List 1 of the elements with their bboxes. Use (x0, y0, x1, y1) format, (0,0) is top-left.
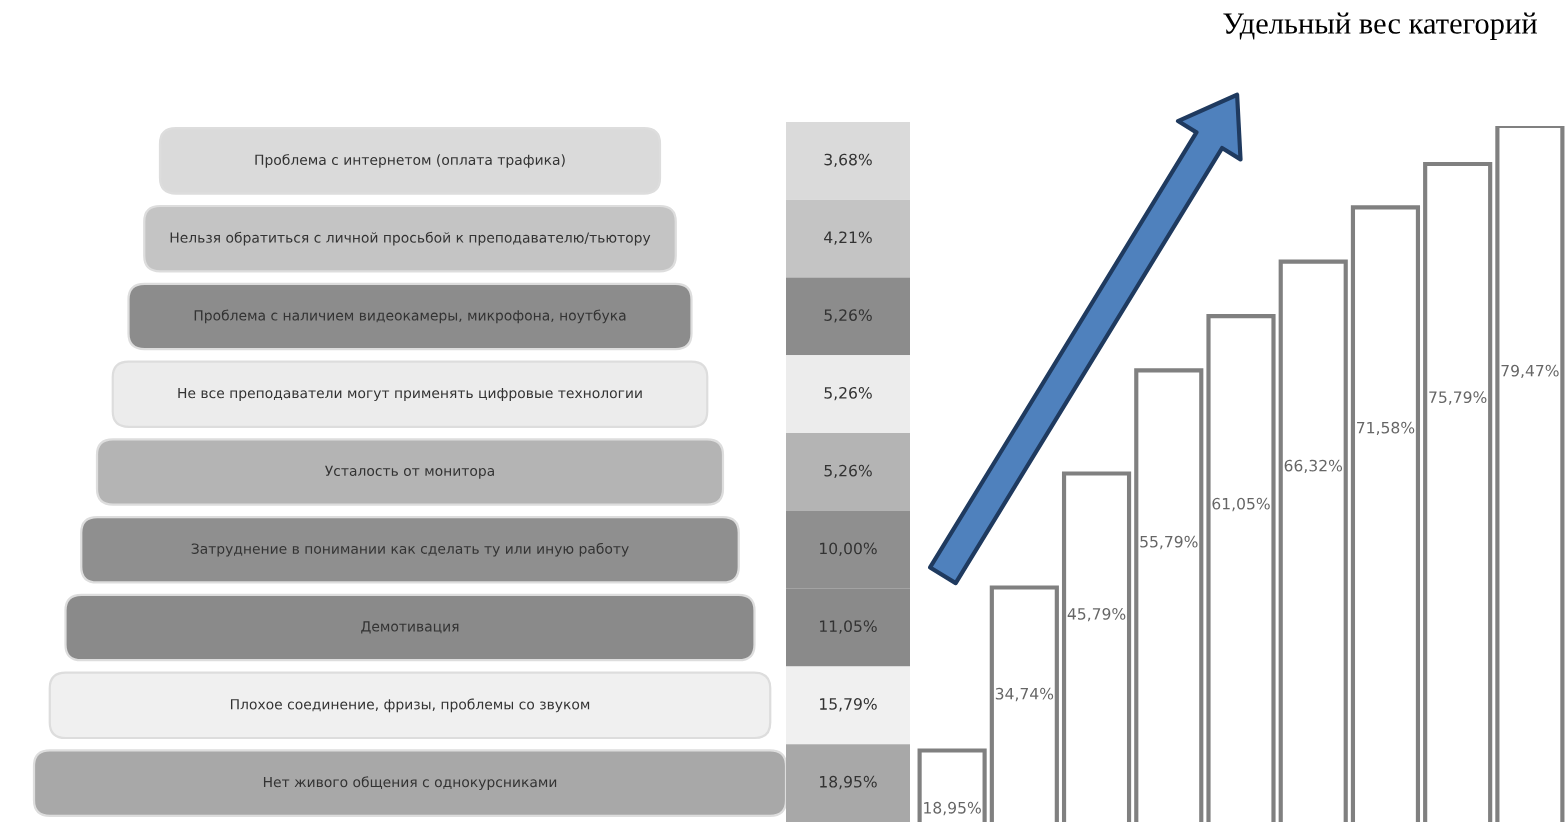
text: Удельный вес категорий (1223, 12, 1537, 41)
